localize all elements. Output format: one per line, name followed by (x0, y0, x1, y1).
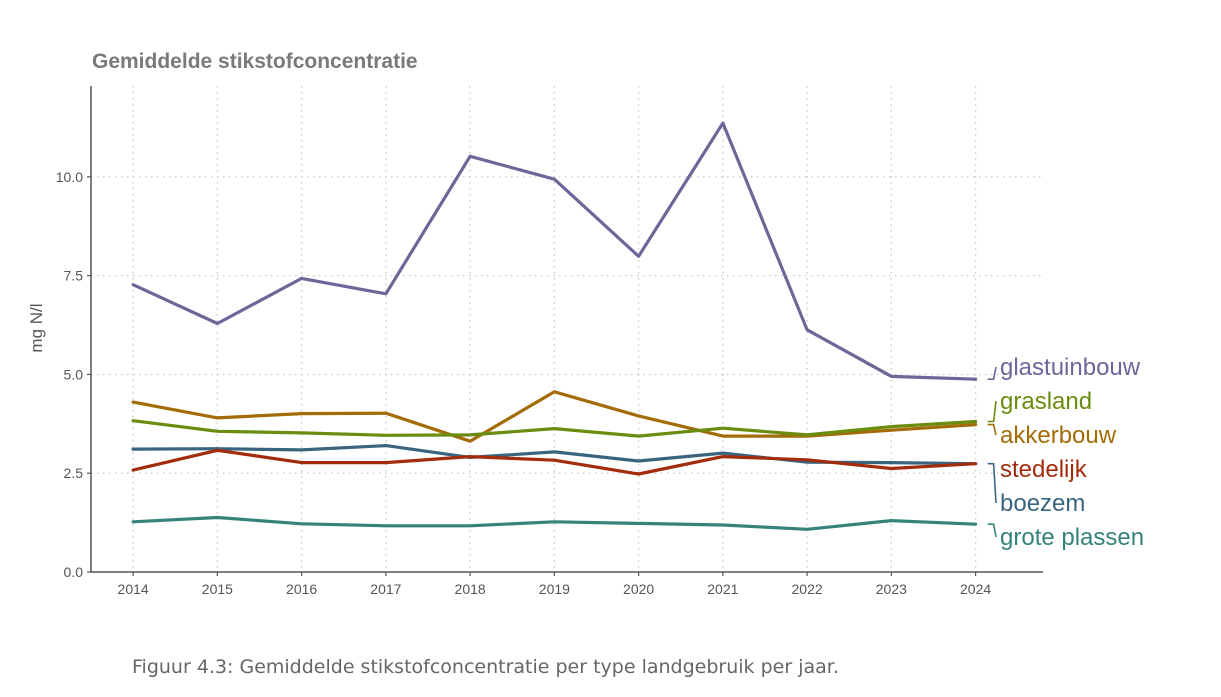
y-tick-label: 10.0 (56, 169, 83, 185)
label-connector (987, 523, 997, 538)
series-label-boezem: boezem (1000, 490, 1085, 517)
series-labels: glastuinbouw grasland akkerbouw stedelijk bo… (987, 354, 1144, 551)
series-label-stedelijk: stedelijk (1000, 456, 1088, 483)
label-connector (987, 400, 997, 423)
series-line-akkerbouw (131, 390, 978, 443)
series-line-glastuinbouw (131, 121, 978, 381)
y-tick-labels: 0.0 2.5 5.0 7.5 10.0 (56, 169, 83, 580)
x-tick-label: 2015 (202, 581, 233, 597)
y-tick-label: 7.5 (64, 268, 84, 284)
y-tick-label: 0.0 (64, 564, 84, 580)
figure-caption: Figuur 4.3: Gemiddelde stikstofconcentra… (132, 656, 839, 678)
series-label-grasland: grasland (1000, 388, 1092, 415)
x-tick-label: 2018 (455, 581, 486, 597)
label-connector (987, 423, 997, 436)
y-tick-label: 5.0 (64, 366, 84, 382)
x-tick-label: 2020 (623, 581, 654, 597)
x-tick-label: 2021 (707, 581, 738, 597)
y-tick-label: 2.5 (64, 465, 84, 481)
x-tick-label: 2019 (539, 581, 570, 597)
chart-title: Gemiddelde stikstofconcentratie (92, 50, 418, 73)
x-tick-label: 2014 (118, 581, 149, 597)
y-axis-label: mg N/l (27, 303, 46, 352)
x-tick-label: 2024 (960, 581, 991, 597)
x-tick-label: 2016 (286, 581, 317, 597)
x-tick-label: 2023 (876, 581, 907, 597)
series-label-akkerbouw: akkerbouw (1000, 422, 1117, 449)
series-line-grasland (131, 419, 978, 438)
series-label-glastuinbouw: glastuinbouw (1000, 354, 1141, 381)
series-lines (131, 121, 978, 531)
series-label-grote-plassen: grote plassen (1000, 524, 1144, 551)
label-connector (987, 366, 997, 381)
series-line-stedelijk (131, 448, 978, 476)
series-line-grote-plassen (131, 515, 978, 531)
x-tick-label: 2022 (792, 581, 823, 597)
grid-lines (91, 86, 1043, 572)
x-tick-label: 2017 (370, 581, 401, 597)
label-connector (987, 462, 997, 504)
x-tick-labels: 2014 2015 2016 2017 2018 2019 2020 2021 2022 2023… (118, 581, 992, 597)
axes (87, 86, 1043, 576)
